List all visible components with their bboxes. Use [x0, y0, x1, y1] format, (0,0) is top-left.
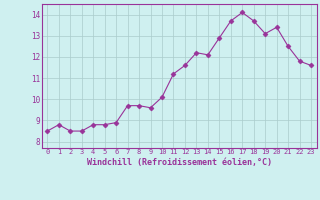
X-axis label: Windchill (Refroidissement éolien,°C): Windchill (Refroidissement éolien,°C) — [87, 158, 272, 167]
